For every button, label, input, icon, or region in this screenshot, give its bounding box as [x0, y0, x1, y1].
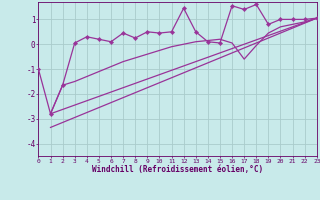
X-axis label: Windchill (Refroidissement éolien,°C): Windchill (Refroidissement éolien,°C)	[92, 165, 263, 174]
